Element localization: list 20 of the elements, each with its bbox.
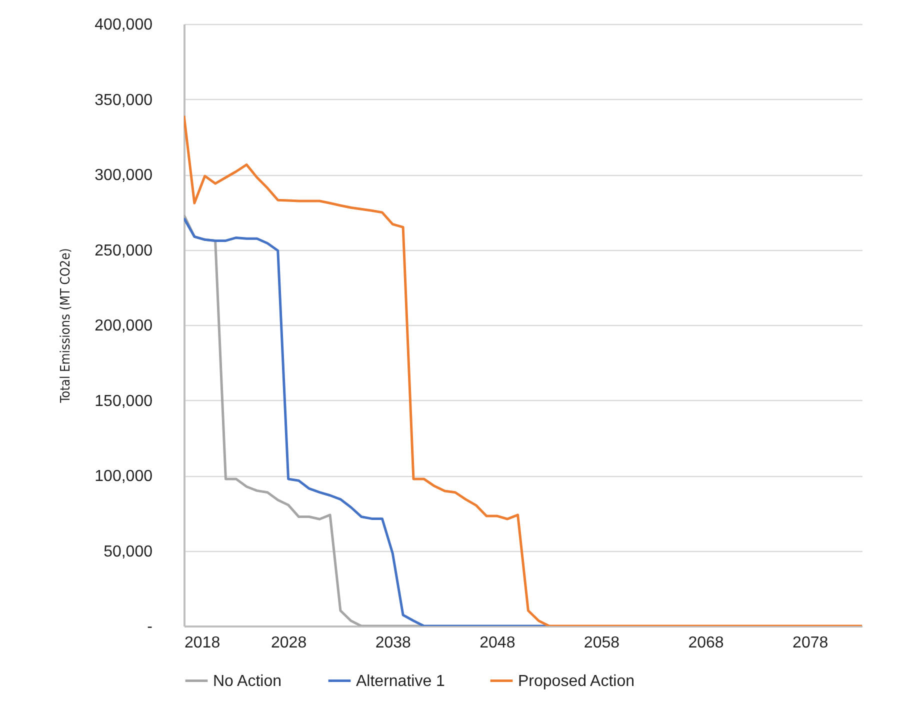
y-tick-label: 350,000	[94, 92, 153, 109]
legend-label: No Action	[213, 672, 282, 690]
y-tick-label: 50,000	[104, 543, 153, 560]
x-tick-label: 2078	[792, 634, 828, 652]
y-tick-label: 400,000	[94, 16, 153, 34]
y-tick-label: 300,000	[94, 167, 153, 184]
x-tick-label: 2018	[184, 634, 220, 652]
y-axis-title: Total Emissions (MT CO2e)	[58, 248, 74, 404]
x-tick-label: 2068	[688, 634, 724, 652]
y-tick-label: 200,000	[94, 318, 153, 334]
y-tick-label: 150,000	[94, 392, 153, 410]
y-tick-label: 100,000	[94, 468, 153, 485]
y-tick-label: -	[147, 618, 152, 636]
y-tick-label: 250,000	[94, 242, 153, 260]
legend-label: Alternative 1	[356, 672, 446, 690]
x-tick-label: 2048	[480, 634, 516, 652]
x-tick-label: 2058	[584, 634, 620, 652]
x-tick-label: 2028	[271, 634, 307, 652]
legend-label: Proposed Action	[518, 672, 635, 690]
x-tick-label: 2038	[375, 634, 412, 652]
